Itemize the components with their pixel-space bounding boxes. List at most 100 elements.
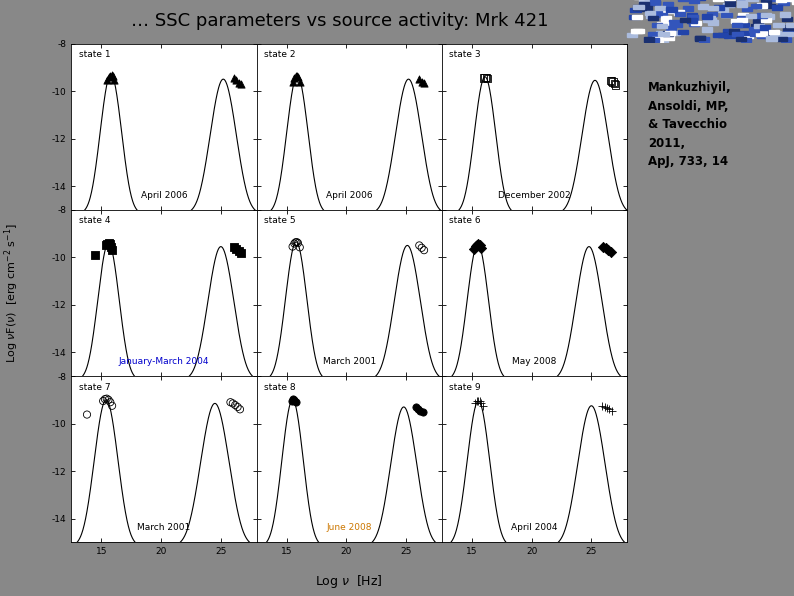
Point xyxy=(412,404,425,414)
Bar xyxy=(780,12,790,17)
Bar xyxy=(683,6,693,11)
Bar xyxy=(653,38,663,42)
Bar xyxy=(781,37,792,42)
Point xyxy=(479,73,491,82)
Point xyxy=(609,80,622,90)
Point xyxy=(410,402,422,412)
Text: state 7: state 7 xyxy=(79,383,110,392)
Point xyxy=(291,238,304,248)
Point xyxy=(102,395,115,405)
Point xyxy=(415,243,428,253)
Bar xyxy=(689,0,700,3)
Bar xyxy=(689,22,699,26)
Bar xyxy=(782,32,792,36)
Text: April 2004: April 2004 xyxy=(511,523,558,532)
Bar xyxy=(724,33,734,38)
Bar xyxy=(753,19,763,23)
Text: state 6: state 6 xyxy=(449,216,481,225)
Point xyxy=(602,246,615,255)
Bar xyxy=(769,30,779,35)
Text: April 2006: April 2006 xyxy=(326,191,372,200)
Bar xyxy=(687,13,697,17)
Bar xyxy=(750,32,760,36)
Bar xyxy=(687,18,696,23)
Text: April 2006: April 2006 xyxy=(141,191,187,200)
Point xyxy=(81,410,94,420)
Bar xyxy=(723,29,733,33)
Point xyxy=(596,401,608,411)
Point xyxy=(231,402,244,412)
Text: state 8: state 8 xyxy=(264,383,295,392)
Bar xyxy=(741,38,751,42)
Bar xyxy=(776,0,786,2)
Bar xyxy=(663,32,673,36)
Bar xyxy=(754,4,765,8)
Bar xyxy=(765,30,776,35)
Point xyxy=(289,238,302,247)
Point xyxy=(104,398,117,407)
Point xyxy=(475,243,488,253)
Point xyxy=(475,398,488,408)
Text: state 2: state 2 xyxy=(264,50,295,59)
Bar xyxy=(646,14,656,18)
Point xyxy=(603,405,615,414)
Bar xyxy=(673,10,684,15)
Text: January-March 2004: January-March 2004 xyxy=(119,357,210,366)
Point xyxy=(286,77,299,86)
Bar xyxy=(713,0,723,1)
Point xyxy=(226,399,239,408)
Bar xyxy=(663,8,673,13)
Text: March 2001: March 2001 xyxy=(322,357,376,366)
Point xyxy=(414,406,427,415)
Point xyxy=(291,237,303,247)
Bar xyxy=(699,38,709,42)
Bar xyxy=(751,24,761,29)
Text: December 2002: December 2002 xyxy=(499,191,571,200)
Text: Log $\nu$F($\nu$)  [erg cm$^{-2}$ s$^{-1}$]: Log $\nu$F($\nu$) [erg cm$^{-2}$ s$^{-1}… xyxy=(2,223,21,363)
Bar xyxy=(757,4,767,8)
Bar xyxy=(773,23,784,27)
Bar xyxy=(707,11,717,16)
Bar xyxy=(740,31,750,35)
Bar xyxy=(648,15,658,20)
Point xyxy=(100,394,113,403)
Bar xyxy=(707,5,718,10)
Bar xyxy=(757,13,767,18)
Text: state 5: state 5 xyxy=(264,216,295,225)
Bar xyxy=(669,31,680,35)
Point xyxy=(228,242,241,252)
Bar xyxy=(735,36,746,41)
Bar xyxy=(631,29,642,33)
Text: state 1: state 1 xyxy=(79,50,110,59)
Point xyxy=(480,73,492,82)
Bar xyxy=(737,0,747,4)
Text: May 2008: May 2008 xyxy=(512,357,557,366)
Bar xyxy=(732,32,742,36)
Bar xyxy=(738,23,749,27)
Bar xyxy=(713,33,723,38)
Text: state 9: state 9 xyxy=(449,383,481,392)
Bar xyxy=(728,33,738,38)
Point xyxy=(469,399,482,408)
Bar xyxy=(737,18,746,23)
Point xyxy=(230,76,243,85)
Bar xyxy=(718,8,728,13)
Bar xyxy=(680,18,690,22)
Bar xyxy=(627,33,638,37)
Bar xyxy=(630,8,641,13)
Bar xyxy=(666,26,676,30)
Bar xyxy=(697,4,707,8)
Point xyxy=(481,74,494,83)
Point xyxy=(228,73,241,83)
Bar xyxy=(654,5,665,10)
Point xyxy=(291,72,304,82)
Bar xyxy=(781,17,792,21)
Text: state 3: state 3 xyxy=(449,50,481,59)
Bar xyxy=(695,36,705,40)
Point xyxy=(607,77,619,87)
Bar xyxy=(649,38,659,42)
Point xyxy=(473,241,486,250)
Bar xyxy=(715,5,724,10)
Bar xyxy=(695,36,705,41)
Bar xyxy=(665,30,675,35)
